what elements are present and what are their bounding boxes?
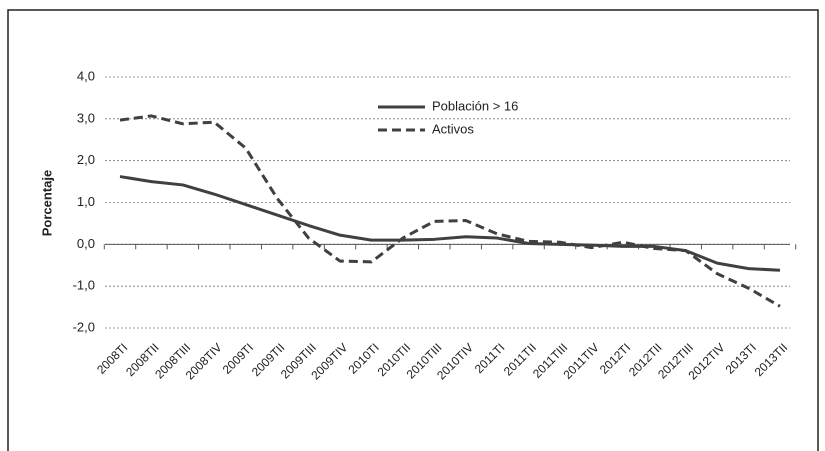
y-tick-label: 2,0 (77, 152, 95, 167)
y-tick-label: 1,0 (77, 194, 95, 209)
y-tick-label: -1,0 (73, 278, 95, 293)
chart-frame (7, 9, 819, 451)
series-line (119, 175, 781, 272)
y-tick-label: -2,0 (73, 319, 95, 334)
series-line (119, 114, 781, 308)
legend-label: Población > 16 (432, 98, 518, 113)
y-axis-label: Porcentaje (39, 170, 54, 236)
y-tick-label: 4,0 (77, 68, 95, 83)
legend-label: Activos (432, 121, 474, 136)
y-tick-label: 3,0 (77, 110, 95, 125)
y-tick-label: 0,0 (77, 236, 95, 251)
x-tick-label: 2013TII (752, 340, 791, 379)
